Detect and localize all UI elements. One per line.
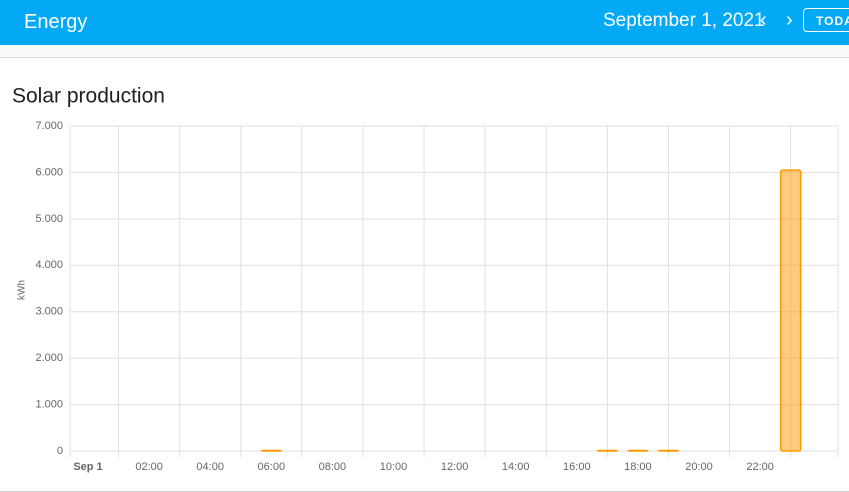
- x-tick-label: 06:00: [258, 461, 286, 473]
- x-tick-label: 22:00: [746, 461, 774, 473]
- y-tick-label: 7.000: [35, 120, 63, 132]
- y-tick-label: 5.000: [35, 213, 63, 225]
- x-tick-label: 12:00: [441, 461, 469, 473]
- x-tick-label: 02:00: [135, 461, 163, 473]
- chart-title: Solar production: [12, 85, 165, 108]
- y-tick-label: 1.000: [35, 398, 63, 410]
- y-tick-label: 3.000: [35, 306, 63, 318]
- y-tick-label: 6.000: [35, 166, 63, 178]
- x-tick-label: 04:00: [196, 461, 224, 473]
- x-tick-label: 14:00: [502, 461, 530, 473]
- x-tick-label: 10:00: [380, 461, 408, 473]
- x-tick-label: 08:00: [319, 461, 347, 473]
- y-tick-label: 0: [57, 445, 63, 457]
- x-tick-label: 18:00: [624, 461, 652, 473]
- x-tick-label: Sep 1: [73, 461, 102, 473]
- y-tick-label: 4.000: [35, 259, 63, 271]
- bar: [781, 170, 801, 451]
- y-tick-label: 2.000: [35, 352, 63, 364]
- x-tick-label: 20:00: [685, 461, 713, 473]
- y-axis-label: kWh: [17, 280, 28, 300]
- x-tick-label: 16:00: [563, 461, 591, 473]
